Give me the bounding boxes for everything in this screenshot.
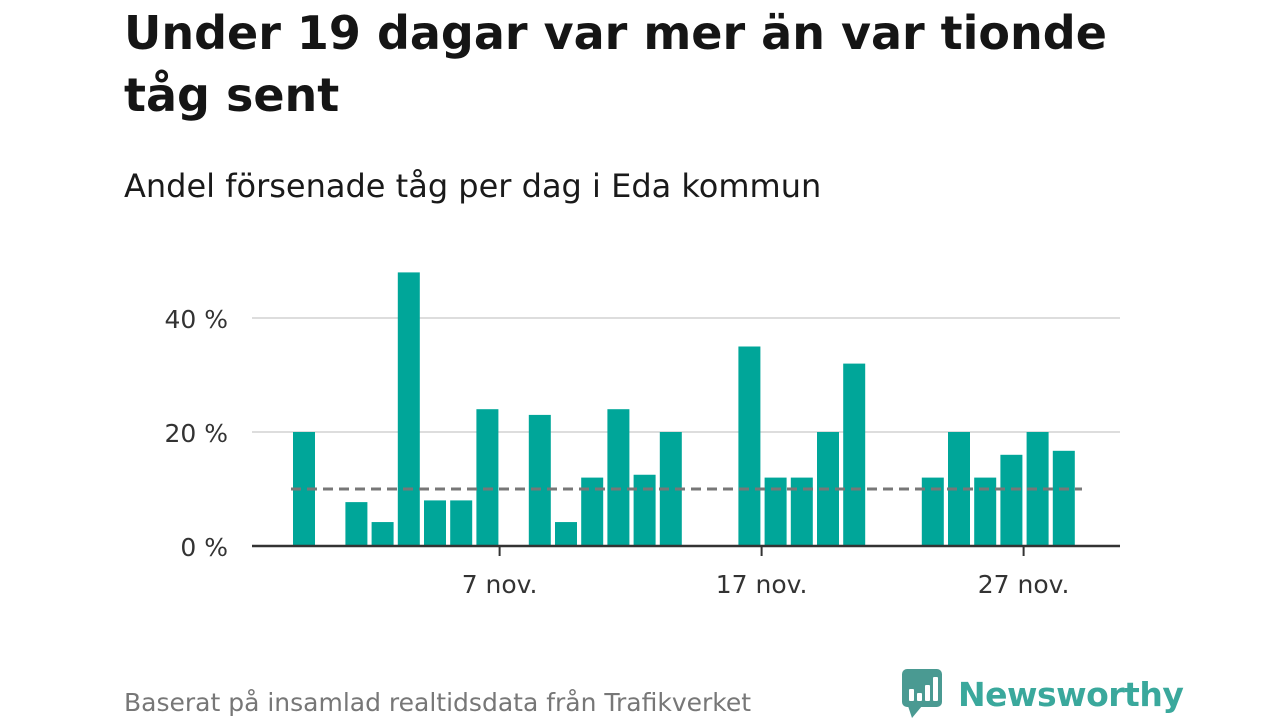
bar bbox=[1052, 450, 1075, 546]
bar bbox=[921, 477, 944, 546]
chart-title: Under 19 dagar var mer än var tionde tåg… bbox=[124, 6, 1107, 122]
newsworthy-icon bbox=[902, 669, 942, 718]
bar bbox=[790, 477, 813, 546]
bar bbox=[450, 500, 473, 546]
bar bbox=[738, 346, 761, 546]
bar bbox=[659, 432, 682, 546]
bar bbox=[345, 502, 368, 546]
bar bbox=[1000, 454, 1023, 546]
x-tick-label: 27 nov. bbox=[978, 570, 1070, 599]
bar bbox=[1026, 432, 1049, 546]
y-tick-label: 0 % bbox=[180, 533, 228, 562]
bar bbox=[476, 409, 499, 546]
chart-subtitle: Andel försenade tåg per dag i Eda kommun bbox=[124, 167, 822, 205]
bar bbox=[633, 474, 656, 546]
bar bbox=[607, 409, 630, 546]
bar bbox=[555, 522, 577, 546]
bar bbox=[974, 477, 997, 546]
bar bbox=[843, 363, 866, 546]
y-tick-label: 20 % bbox=[164, 419, 228, 448]
bar bbox=[528, 414, 551, 546]
brand-name: Newsworthy bbox=[958, 674, 1184, 714]
bar bbox=[371, 522, 394, 546]
y-tick-label: 40 % bbox=[164, 305, 228, 334]
x-tick-label: 17 nov. bbox=[716, 570, 808, 599]
newsworthy-logo[interactable]: Newsworthy bbox=[902, 669, 1184, 719]
bar bbox=[293, 432, 315, 546]
bar bbox=[581, 477, 604, 546]
bar bbox=[424, 500, 446, 546]
x-tick-label: 7 nov. bbox=[462, 570, 538, 599]
source-note: Baserat på insamlad realtidsdata från Tr… bbox=[124, 688, 752, 717]
bar bbox=[397, 272, 420, 546]
bar bbox=[764, 477, 787, 546]
bar bbox=[948, 432, 970, 546]
